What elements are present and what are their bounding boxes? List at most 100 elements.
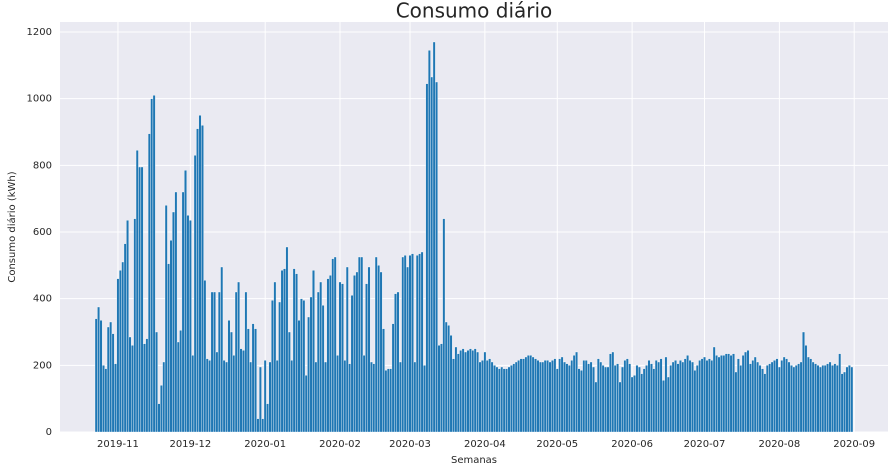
bar [806, 356, 810, 433]
bar [384, 370, 388, 433]
bar [244, 291, 248, 433]
bar [819, 366, 822, 433]
bar [488, 358, 492, 433]
bar [589, 361, 593, 433]
bar [768, 363, 772, 433]
bar [169, 240, 173, 433]
bar [765, 365, 769, 433]
x-tick-label: 2019-12 [169, 439, 211, 450]
bar [203, 280, 207, 433]
bar [654, 360, 658, 433]
bar [297, 320, 301, 433]
bar [128, 336, 132, 433]
bar [845, 366, 849, 433]
bar [686, 355, 690, 433]
bar [693, 370, 697, 433]
bar [502, 368, 506, 433]
bar [551, 360, 554, 433]
x-tick-label: 2020-07 [684, 439, 726, 450]
bar [406, 266, 409, 433]
bar [302, 300, 306, 433]
bar [328, 275, 332, 433]
bar [239, 348, 243, 433]
bar [290, 360, 294, 433]
bar [145, 338, 149, 433]
bar [567, 365, 571, 433]
bar [268, 361, 272, 433]
bar [546, 360, 550, 433]
bar [461, 348, 465, 433]
bar [758, 365, 762, 433]
bar [657, 361, 661, 433]
bar [186, 215, 190, 433]
bar [174, 191, 178, 433]
bar [570, 360, 574, 433]
bar [558, 358, 562, 433]
bar [770, 361, 774, 433]
bar [601, 365, 605, 433]
bar [705, 360, 709, 433]
bar [495, 366, 499, 433]
bar [539, 361, 542, 433]
bar [621, 366, 624, 433]
bar [717, 356, 721, 433]
bar [181, 191, 185, 433]
x-axis-label: Semanas [451, 455, 497, 466]
bar [833, 363, 837, 433]
bar [468, 348, 472, 433]
bar [497, 368, 501, 433]
bar [413, 361, 417, 433]
bar [782, 356, 786, 433]
bar [802, 331, 805, 433]
bar [374, 256, 378, 433]
bar [683, 358, 687, 433]
bar [104, 368, 108, 433]
bar [517, 360, 521, 433]
bar [749, 363, 752, 433]
bar [652, 368, 656, 433]
bar [575, 351, 578, 433]
bar [355, 271, 359, 433]
x-tick-label: 2020-05 [536, 439, 578, 450]
bar [695, 365, 699, 433]
bar [365, 283, 368, 433]
bar [526, 355, 530, 433]
bar [326, 278, 330, 433]
bar [613, 365, 617, 433]
bar [459, 350, 463, 433]
bar [188, 220, 192, 433]
bar [275, 360, 279, 433]
bar [215, 351, 219, 433]
bar [700, 358, 704, 433]
bar [109, 321, 113, 433]
bar [466, 350, 470, 433]
bar [314, 361, 318, 433]
bar [94, 318, 98, 433]
bar [618, 381, 622, 433]
bar [669, 365, 673, 433]
bar [196, 128, 199, 433]
bar [411, 253, 414, 433]
bar [147, 133, 151, 433]
bar [838, 353, 842, 433]
bar [152, 95, 156, 433]
bar [623, 360, 627, 433]
bar [555, 368, 559, 433]
bar [780, 360, 784, 433]
bar [799, 361, 803, 433]
x-tick-label: 2020-02 [319, 439, 361, 450]
bar [790, 365, 793, 433]
chart-title: Consumo diário [396, 0, 553, 23]
bar [804, 345, 808, 433]
bar [360, 256, 364, 433]
bar [135, 150, 139, 433]
bar [541, 361, 545, 433]
bar [278, 301, 282, 433]
bar [157, 403, 161, 433]
bar [343, 360, 347, 433]
bar [773, 360, 776, 433]
bar [640, 373, 644, 433]
bar [312, 270, 315, 433]
bar [116, 278, 120, 433]
bar [736, 358, 740, 433]
